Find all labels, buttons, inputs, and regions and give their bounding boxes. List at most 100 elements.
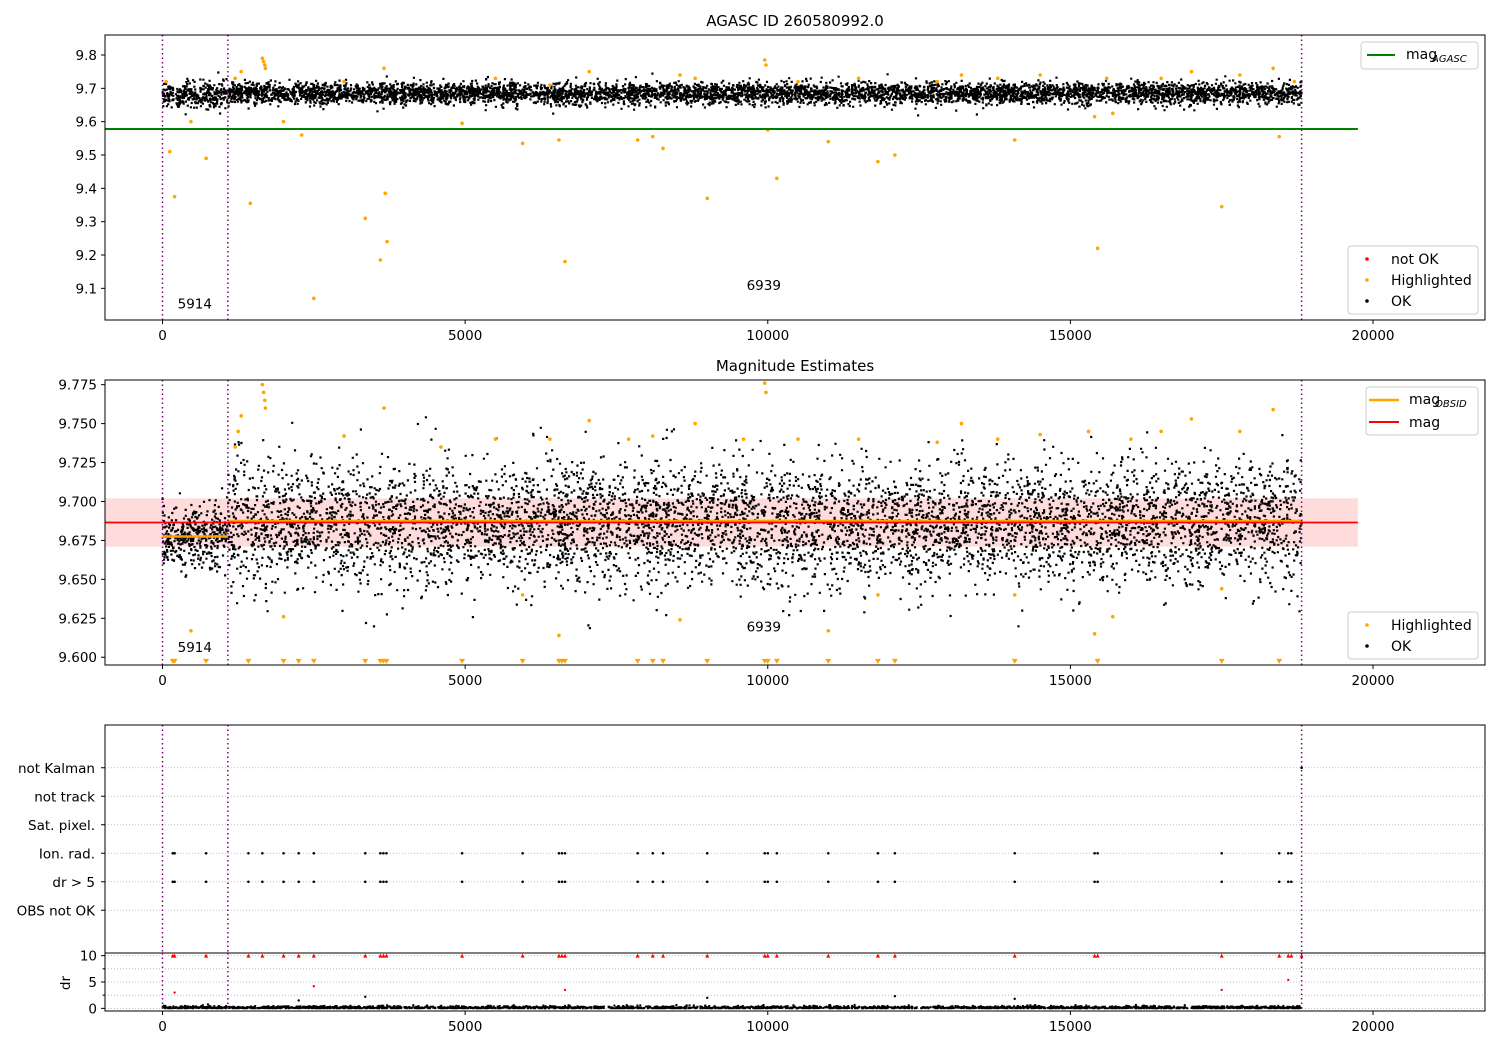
flag-event-point [1277,880,1281,884]
flag-event-point [560,880,564,884]
y-tick-label: 0 [88,1001,97,1017]
flag-event-point [563,851,567,855]
highlighted-point [299,133,304,137]
mid-plot-obsid-labels: 5914 6939 [178,620,781,656]
highlighted-below-axis-marker [1094,658,1101,664]
y-tick-label: 5 [88,975,97,991]
y-tick-label: 9.750 [58,417,97,433]
highlighted-point [548,83,552,87]
highlighted-point [493,437,498,441]
dr-clipped-marker [311,953,316,958]
highlighted-point [260,56,265,61]
flag-event-point [636,851,639,855]
highlighted-point [650,134,655,139]
y-tick-label: 9.725 [58,456,97,472]
legend-agasc-label: mag [1406,47,1437,63]
highlighted-below-axis-marker [825,658,832,664]
dr-clipped-marker [1092,953,1097,958]
legend-highlighted-label: Highlighted [1391,273,1472,289]
flag-event-point [876,851,880,855]
highlighted-point [876,593,880,597]
highlighted-point [826,628,831,633]
dr-notable-point [563,988,567,992]
flag-event-point [282,851,285,855]
highlighted-point [1159,429,1163,434]
highlighted-point [876,159,880,164]
legend-ok-label: OK [1391,294,1412,310]
flag-event-point [775,880,779,884]
flag-event-point [460,880,464,884]
highlighted-below-axis-marker [773,658,780,664]
obsid-label: 5914 [178,640,212,656]
obsid-label: 6939 [747,278,781,294]
highlighted-point [520,141,525,146]
dr-plot-axes: 0 5000 10000 15000 20000 0 5 10 [80,949,1395,1035]
x-tick-label: 5000 [448,1019,482,1035]
top-plot-axes: 0 5000 10000 15000 20000 9.1 9.2 9.3 9.4 9.5 9.6 9.… [76,48,1395,344]
flag-event-point [173,851,176,855]
top-plot-data [105,35,1358,320]
highlighted-point [1189,417,1194,421]
legend-highlighted-marker [1365,278,1369,282]
highlighted-point [764,63,768,67]
y-tick-label: 9.2 [76,248,97,264]
dr-clipped-marker [363,953,368,958]
dr-notable-point [312,985,316,988]
dr-clipped-marker [559,953,564,958]
dr-clipped-marker [1277,953,1282,958]
dr-clipped-marker [765,953,770,958]
dr-clipped-marker [460,953,465,958]
flag-event-point [382,880,385,884]
flag-event-point [379,851,382,855]
x-tick-label: 5000 [448,673,482,689]
y-tick-label: 9.1 [76,281,97,297]
dr-plot-area: 0 5000 10000 15000 20000 0 5 10 dr [58,949,1486,1035]
highlighted-point [493,76,498,81]
highlighted-below-axis-marker [634,658,641,664]
dr-notable-point [706,996,709,1000]
dr-notable-point [364,995,367,998]
dr-clipped-marker [172,953,177,958]
highlighted-point [204,156,208,161]
highlighted-point [1238,429,1242,434]
legend-mid-highlighted-label: Highlighted [1391,618,1472,634]
highlighted-point [563,259,567,264]
x-tick-label: 20000 [1352,1019,1395,1035]
flag-event-point [651,880,655,884]
highlighted-point [262,63,267,67]
flag-event-point [247,880,250,884]
highlighted-point [172,194,177,199]
highlighted-point [587,418,592,423]
highlighted-below-axis-marker [362,658,369,664]
highlighted-below-axis-marker [383,658,390,664]
highlighted-point [189,628,193,633]
dr-clipped-marker [1289,953,1294,958]
top-legend-lines: mag AGASC [1360,41,1479,70]
highlighted-point [557,633,561,638]
dr-clipped-marker [892,953,897,958]
flag-event-point [1290,880,1293,884]
y-tick-label: 9.6 [76,115,97,131]
dr-axis-label: dr [58,975,74,990]
x-tick-label: 10000 [746,673,789,689]
legend-agasc-subscript: AGASC [1431,54,1467,65]
flag-event-point [379,880,382,884]
highlighted-point [281,119,286,124]
dr-clipped-marker [875,953,880,958]
highlighted-below-axis-marker [519,658,526,664]
highlighted-point [239,414,243,418]
flag-event-point [363,851,367,855]
highlighted-point [693,76,697,81]
highlighted-point [693,421,697,426]
flag-event-point [705,880,709,884]
highlighted-point [1104,76,1109,81]
dr-clipped-marker [1286,953,1291,958]
x-tick-label: 15000 [1049,1019,1092,1035]
highlighted-below-axis-marker [295,658,302,664]
highlighted-point [262,398,267,403]
x-tick-label: 10000 [746,328,789,344]
highlighted-point [281,614,286,619]
flag-event-point [247,851,250,855]
flag-event-point [661,880,665,884]
highlighted-point [248,201,253,206]
